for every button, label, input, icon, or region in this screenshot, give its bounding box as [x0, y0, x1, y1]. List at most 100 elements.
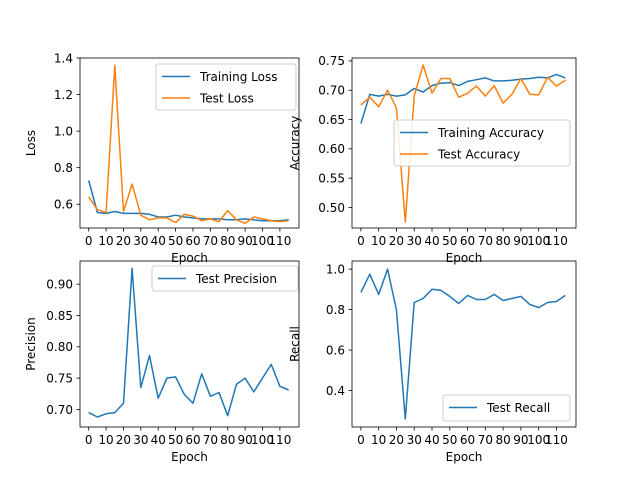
legend-box: [442, 394, 571, 422]
x-tick-label: 10: [98, 234, 113, 248]
x-axis-label: Epoch: [171, 251, 208, 265]
legend: Test Recall: [442, 394, 571, 422]
axes-frame: [351, 260, 577, 428]
x-tick-label: 20: [389, 234, 404, 248]
x-tick-label: 60: [460, 234, 475, 248]
series-line-1: [360, 268, 566, 420]
x-tick-label: 90: [513, 234, 528, 248]
x-tick-label: 110: [545, 433, 568, 447]
x-tick-label: 100: [527, 433, 550, 447]
x-axis-label: Epoch: [446, 251, 483, 265]
series-line-1: [87, 180, 289, 222]
y-axis-label: Loss: [24, 130, 38, 156]
x-tick-label: 80: [220, 234, 235, 248]
legend-label: Training Loss: [199, 70, 277, 84]
y-tick-label: 0.75: [46, 371, 73, 385]
legend-label: Test Loss: [199, 91, 254, 105]
x-axis-label: Epoch: [446, 450, 483, 464]
y-tick-label: 0.70: [46, 403, 73, 417]
series-line-1: [88, 267, 289, 418]
y-tick-label: 0.75: [318, 54, 345, 68]
x-tick-label: 100: [251, 433, 274, 447]
y-tick-label: 1.0: [326, 262, 345, 276]
x-tick-label: 60: [185, 234, 200, 248]
x-tick-label: 70: [478, 433, 493, 447]
y-tick-label: 0.90: [46, 277, 73, 291]
x-tick-label: 10: [98, 433, 113, 447]
x-tick-label: 0: [357, 234, 365, 248]
x-tick-label: 70: [478, 234, 493, 248]
legend-box: [151, 265, 299, 292]
x-tick-label: 80: [495, 234, 510, 248]
series-line-1: [360, 73, 566, 124]
legend-label: Test Recall: [486, 401, 550, 415]
x-tick-label: 110: [268, 433, 291, 447]
x-tick-label: 60: [185, 433, 200, 447]
y-axis-label: Precision: [24, 317, 38, 371]
x-tick-label: 40: [424, 433, 439, 447]
x-tick-label: 60: [460, 433, 475, 447]
series-line-2: [360, 64, 566, 223]
y-tick-label: 0.65: [318, 113, 345, 127]
y-tick-label: 0.85: [46, 309, 73, 323]
y-tick-label: 0.4: [326, 384, 345, 398]
x-tick-label: 40: [151, 234, 166, 248]
legend-box: [393, 119, 571, 167]
x-tick-label: 50: [442, 234, 457, 248]
x-tick-label: 20: [389, 433, 404, 447]
legend-box: [155, 63, 297, 111]
y-tick-label: 0.55: [318, 171, 345, 185]
y-tick-label: 0.50: [318, 201, 345, 215]
x-tick-label: 90: [237, 234, 252, 248]
axes-frame: [79, 57, 300, 229]
x-tick-label: 10: [371, 433, 386, 447]
x-tick-label: 50: [168, 234, 183, 248]
axes-frame: [351, 57, 577, 229]
x-tick-label: 10: [371, 234, 386, 248]
legend-label: Test Accuracy: [437, 147, 520, 161]
x-tick-label: 40: [151, 433, 166, 447]
y-tick-label: 0.6: [54, 198, 73, 212]
x-tick-label: 100: [527, 234, 550, 248]
x-tick-label: 70: [203, 234, 218, 248]
y-tick-label: 0.60: [318, 142, 345, 156]
x-tick-label: 20: [116, 433, 131, 447]
x-tick-label: 80: [495, 433, 510, 447]
x-tick-label: 40: [424, 234, 439, 248]
y-tick-label: 1.0: [54, 124, 73, 138]
y-tick-label: 0.8: [54, 161, 73, 175]
x-axis-label: Epoch: [171, 450, 208, 464]
x-tick-label: 90: [513, 433, 528, 447]
x-tick-label: 30: [133, 433, 148, 447]
x-tick-label: 110: [545, 234, 568, 248]
axes-frame: [79, 260, 300, 428]
legend-label: Training Accuracy: [437, 126, 544, 140]
x-tick-label: 50: [168, 433, 183, 447]
y-axis-label: Accuracy: [288, 116, 302, 171]
y-axis-label: Recall: [288, 326, 302, 362]
x-tick-label: 100: [251, 234, 274, 248]
x-tick-label: 50: [442, 433, 457, 447]
x-tick-label: 0: [357, 433, 365, 447]
x-tick-label: 20: [116, 234, 131, 248]
x-tick-label: 0: [85, 433, 93, 447]
legend-label: Test Precision: [195, 272, 277, 286]
legend: Training Accuracy Test Accuracy: [393, 119, 571, 167]
legend: Test Precision: [151, 265, 299, 292]
series-line-2: [88, 64, 289, 225]
y-tick-label: 0.70: [318, 84, 345, 98]
y-tick-label: 0.8: [326, 303, 345, 317]
y-tick-label: 0.80: [46, 340, 73, 354]
y-tick-label: 1.4: [54, 51, 73, 65]
legend: Training Loss Test Loss: [155, 63, 297, 111]
y-tick-label: 0.6: [326, 343, 345, 357]
x-tick-label: 0: [85, 234, 93, 248]
x-tick-label: 70: [203, 433, 218, 447]
x-tick-label: 90: [237, 433, 252, 447]
y-tick-label: 1.2: [54, 88, 73, 102]
